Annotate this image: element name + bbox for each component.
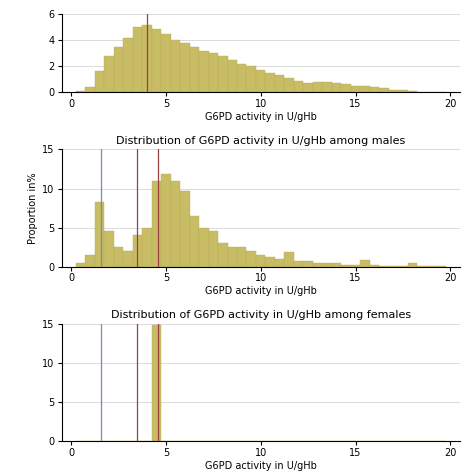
Bar xyxy=(85,87,95,92)
Bar xyxy=(85,255,95,266)
Bar xyxy=(114,247,123,266)
Bar xyxy=(370,87,379,92)
Bar xyxy=(152,28,161,92)
Bar xyxy=(265,257,275,266)
Bar xyxy=(408,263,417,266)
Bar xyxy=(171,40,180,92)
Bar xyxy=(161,174,171,266)
Bar xyxy=(123,37,133,92)
Bar xyxy=(379,88,389,92)
Bar xyxy=(389,90,398,92)
Bar xyxy=(332,263,341,266)
Bar xyxy=(256,255,265,266)
Bar xyxy=(152,181,161,266)
Bar xyxy=(265,73,275,92)
Bar xyxy=(313,82,322,92)
Bar xyxy=(180,191,190,266)
Bar xyxy=(76,91,85,92)
Bar xyxy=(209,53,218,92)
Bar xyxy=(199,51,209,92)
Bar xyxy=(360,260,370,266)
Bar xyxy=(161,34,171,92)
Bar xyxy=(360,86,370,92)
Bar xyxy=(303,261,313,266)
Bar xyxy=(237,64,246,92)
Bar xyxy=(228,60,237,92)
Bar xyxy=(142,228,152,266)
Bar xyxy=(427,91,436,92)
Bar xyxy=(322,82,332,92)
Bar xyxy=(228,247,237,266)
Bar xyxy=(322,263,332,266)
Bar xyxy=(237,247,246,266)
Bar xyxy=(246,251,256,266)
Bar xyxy=(417,91,427,92)
Bar xyxy=(436,91,446,92)
X-axis label: G6PD activity in U/gHb: G6PD activity in U/gHb xyxy=(205,286,317,296)
Bar xyxy=(133,235,142,266)
Bar xyxy=(341,84,351,92)
Bar xyxy=(190,47,199,92)
Bar xyxy=(218,56,228,92)
Bar xyxy=(275,259,284,266)
Bar xyxy=(303,83,313,92)
Bar xyxy=(341,265,351,266)
Bar xyxy=(104,56,114,92)
Y-axis label: Proportion in%: Proportion in% xyxy=(28,172,38,244)
Bar xyxy=(95,202,104,266)
Bar xyxy=(180,43,190,92)
Bar xyxy=(114,47,123,92)
Bar xyxy=(171,181,180,266)
Bar xyxy=(351,86,360,92)
Bar xyxy=(133,27,142,92)
Bar xyxy=(246,66,256,92)
Bar xyxy=(370,265,379,266)
Title: Distribution of G6PD activity in U/gHb among males: Distribution of G6PD activity in U/gHb a… xyxy=(116,136,405,146)
Bar xyxy=(123,251,133,266)
X-axis label: G6PD activity in U/gHb: G6PD activity in U/gHb xyxy=(205,461,317,471)
Bar xyxy=(294,261,303,266)
Bar xyxy=(76,263,85,266)
Bar xyxy=(209,231,218,266)
Bar xyxy=(284,78,294,92)
Bar xyxy=(190,216,199,266)
X-axis label: G6PD activity in U/gHb: G6PD activity in U/gHb xyxy=(205,112,317,122)
Bar xyxy=(104,231,114,266)
Bar xyxy=(142,25,152,92)
Bar xyxy=(398,91,408,92)
Bar xyxy=(95,72,104,92)
Bar xyxy=(332,83,341,92)
Title: Distribution of G6PD activity in U/gHb among females: Distribution of G6PD activity in U/gHb a… xyxy=(110,310,411,320)
Bar xyxy=(218,243,228,266)
Bar xyxy=(294,81,303,92)
Bar xyxy=(408,91,417,92)
Bar xyxy=(351,265,360,266)
Bar xyxy=(313,263,322,266)
Bar xyxy=(256,70,265,92)
Bar xyxy=(199,228,209,266)
Bar xyxy=(152,325,161,441)
Bar xyxy=(275,75,284,92)
Bar xyxy=(284,253,294,266)
